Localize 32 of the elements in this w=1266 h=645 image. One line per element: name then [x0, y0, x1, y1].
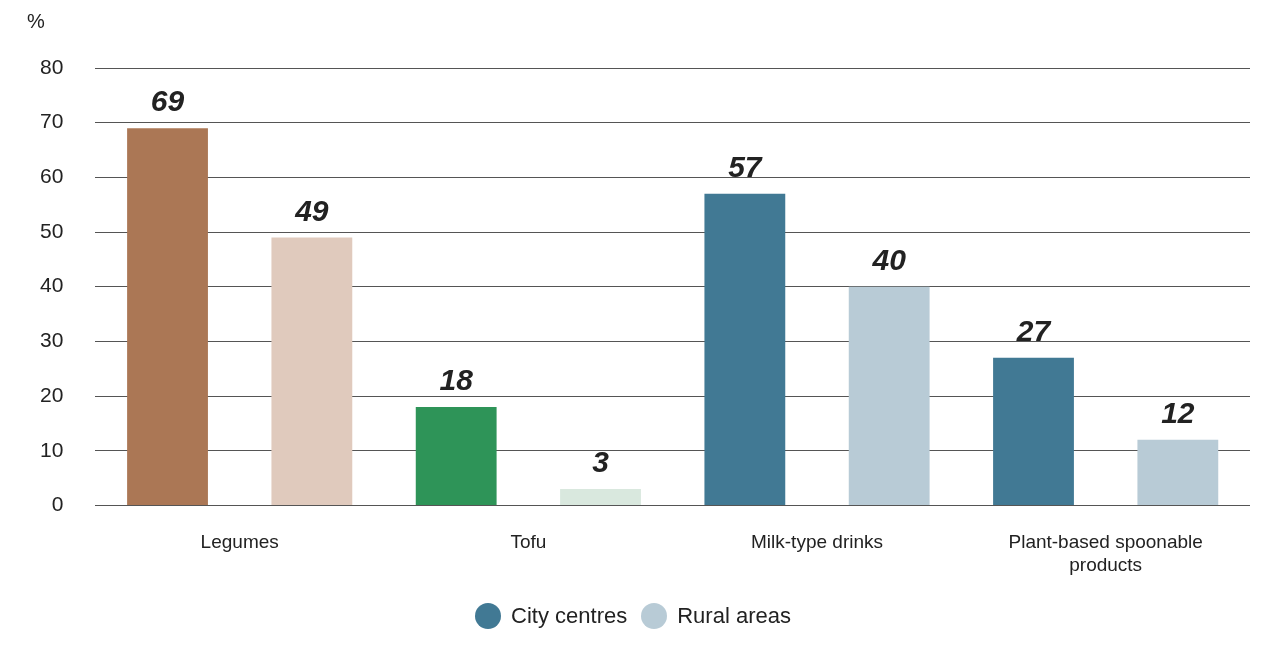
y-tick-label: 40 [40, 273, 64, 297]
y-tick-label: 80 [40, 54, 64, 78]
y-tick-label: 0 [51, 492, 64, 516]
bar [704, 193, 786, 505]
x-tick-label: Plant-based spoonable products [1008, 531, 1203, 575]
data-label: 3 [592, 445, 610, 479]
x-tick-label: Milk-type drinks [751, 531, 883, 553]
y-axis-title: % [27, 9, 46, 32]
y-tick-label: 50 [40, 218, 64, 242]
bar [415, 406, 497, 505]
bar [560, 489, 641, 505]
bar [1137, 439, 1219, 505]
data-label: 27 [1015, 314, 1052, 348]
data-label: 49 [294, 193, 329, 227]
x-tick-label: Legumes [200, 531, 279, 553]
data-label: 40 [871, 242, 907, 276]
data-label: 57 [728, 150, 763, 184]
data-label: 18 [439, 363, 474, 397]
y-tick-label: 70 [40, 109, 64, 133]
bar [993, 357, 1074, 505]
y-tick-label: 20 [40, 382, 64, 406]
x-tick-label: Tofu [510, 531, 547, 553]
data-label: 69 [150, 84, 185, 118]
y-tick-label: 30 [40, 328, 64, 352]
bar [127, 128, 208, 505]
y-tick-label: 60 [40, 164, 64, 188]
legend-label: Rural areas [677, 603, 791, 629]
bar [848, 286, 930, 505]
data-label: 12 [1161, 396, 1195, 430]
bar [271, 237, 353, 505]
legend-label: City centres [511, 603, 628, 629]
y-tick-label: 10 [40, 437, 64, 461]
